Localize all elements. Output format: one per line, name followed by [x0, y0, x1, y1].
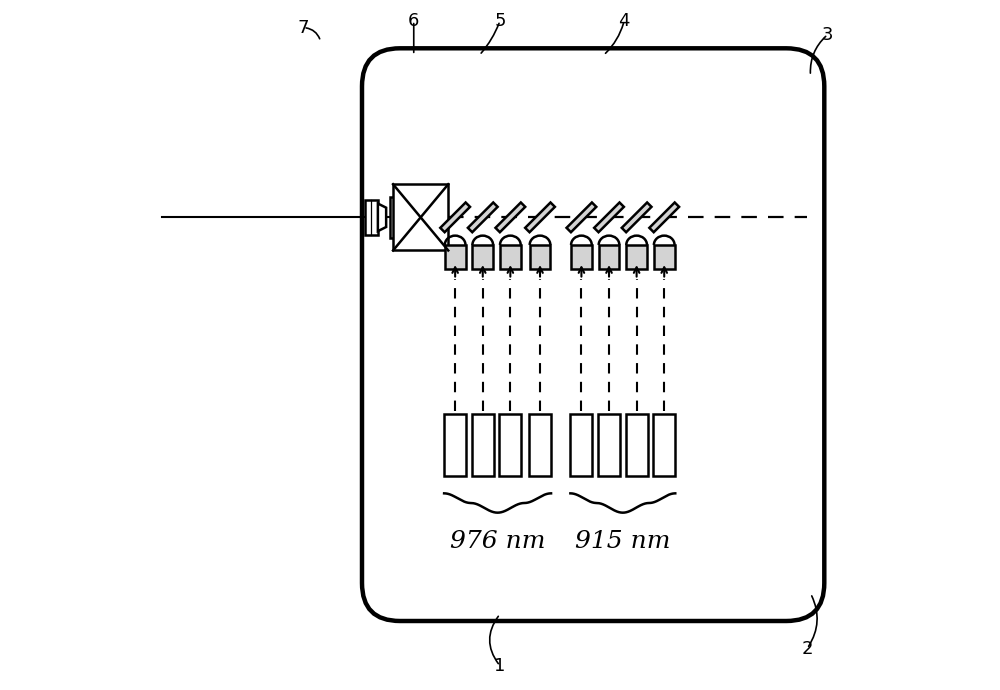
Text: 3: 3 [822, 26, 834, 43]
Bar [472, 245, 493, 269]
Polygon shape [378, 204, 386, 231]
Bar [570, 414, 592, 476]
Text: 4: 4 [618, 12, 630, 30]
Polygon shape [495, 202, 525, 233]
FancyBboxPatch shape [362, 48, 824, 621]
Bar [598, 414, 620, 476]
Polygon shape [594, 202, 624, 233]
Text: 1: 1 [494, 657, 506, 675]
Bar [445, 245, 466, 269]
Polygon shape [468, 202, 498, 233]
Polygon shape [649, 202, 679, 233]
Polygon shape [440, 202, 470, 233]
Text: 2: 2 [801, 640, 813, 658]
Bar [571, 245, 592, 269]
Text: 976 nm: 976 nm [450, 530, 545, 553]
Bar [500, 245, 521, 269]
Text: 7: 7 [298, 19, 309, 37]
Bar [529, 414, 551, 476]
Bar [599, 245, 619, 269]
Bar [530, 245, 550, 269]
Bar [444, 414, 466, 476]
Bar [390, 197, 402, 238]
Bar [654, 245, 675, 269]
Bar [499, 414, 521, 476]
Bar [626, 245, 647, 269]
Bar [626, 414, 648, 476]
Bar [653, 414, 675, 476]
Polygon shape [525, 202, 555, 233]
Text: 5: 5 [494, 12, 506, 30]
Text: 6: 6 [408, 12, 419, 30]
Bar [393, 184, 448, 250]
Polygon shape [567, 202, 596, 233]
Polygon shape [622, 202, 652, 233]
Text: 915 nm: 915 nm [575, 530, 671, 553]
Bar [365, 200, 378, 235]
Bar [472, 414, 494, 476]
